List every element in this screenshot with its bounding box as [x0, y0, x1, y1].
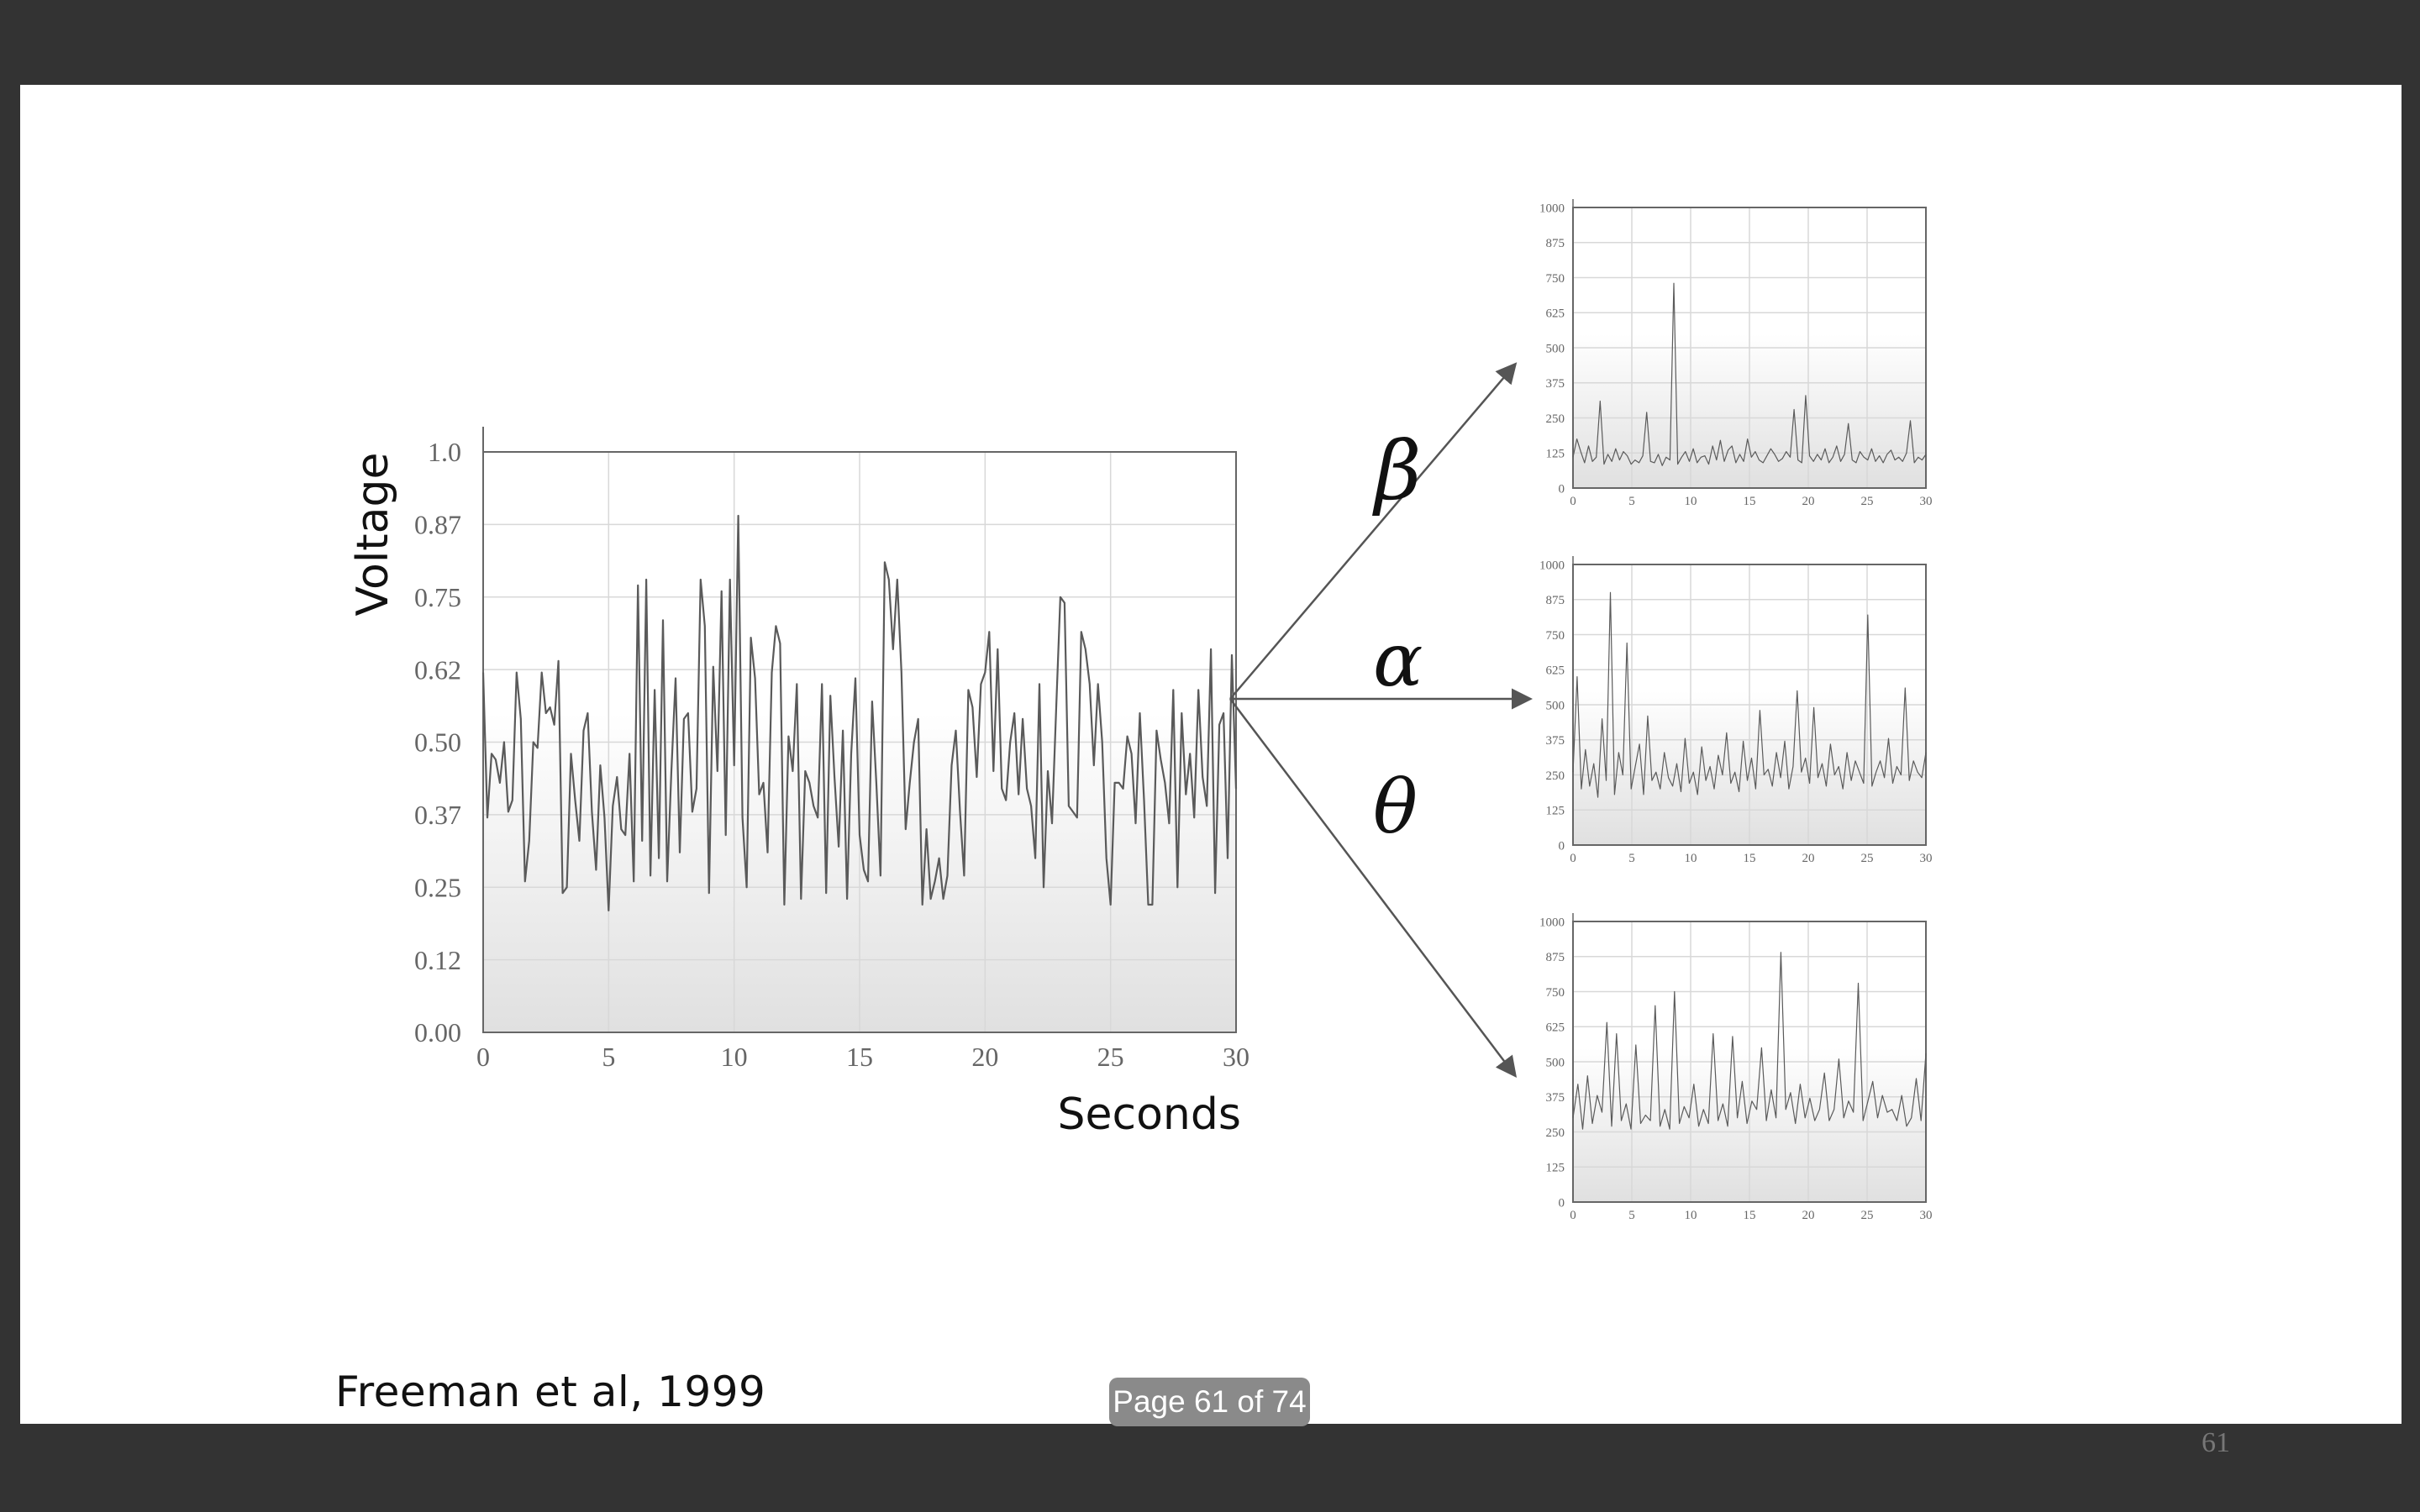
x-tick-label: 10 [1685, 852, 1697, 865]
alpha-power-chart: 0 125 250 375 500 625 750 875 1000 0 5 10 15 20 25 30 [1539, 556, 1933, 865]
beta-label: β [1372, 424, 1422, 518]
x-tick-label: 25 [1861, 495, 1874, 508]
y-tick-label: 125 [1546, 1162, 1565, 1175]
x-tick-label: 25 [1861, 1209, 1874, 1222]
y-tick-label: 250 [1546, 412, 1565, 426]
x-axis-title: Seconds [1058, 1089, 1241, 1140]
y-tick-label: 500 [1546, 699, 1565, 712]
x-tick-label: 10 [1685, 1209, 1697, 1222]
theta-label: θ [1373, 764, 1418, 850]
voltage-chart: 0.00 0.12 0.25 0.37 0.50 0.62 0.75 0.87 1.0 0 5 10 1… [348, 427, 1249, 1140]
x-tick-label: 10 [1685, 495, 1697, 508]
y-tick-label: 250 [1546, 1126, 1565, 1140]
y-tick-label: 625 [1546, 1021, 1565, 1035]
y-tick-label: 0.12 [414, 945, 461, 975]
y-tick-label: 875 [1546, 237, 1565, 250]
y-tick-label: 500 [1546, 342, 1565, 355]
series-line [1572, 591, 1927, 798]
beta-power-chart: 0 125 250 375 500 625 750 875 1000 0 5 10 15 20 25 30 [1539, 199, 1933, 508]
x-tick-label: 5 [1628, 852, 1635, 865]
y-axis-title: Voltage [348, 452, 398, 616]
y-tick-label: 1000 [1539, 202, 1565, 215]
theta-power-chart: 0 125 250 375 500 625 750 875 1000 0 5 10 15 20 25 30 [1539, 913, 1933, 1222]
y-tick-label: 875 [1546, 594, 1565, 607]
y-tick-label: 875 [1546, 951, 1565, 964]
y-tick-label: 0.50 [414, 727, 461, 758]
x-tick-label: 25 [1097, 1042, 1124, 1072]
y-tick-label: 375 [1546, 1091, 1565, 1105]
y-tick-label: 750 [1546, 272, 1565, 286]
y-tick-label: 625 [1546, 307, 1565, 321]
x-tick-label: 0 [1570, 852, 1576, 865]
y-tick-label: 1.0 [428, 437, 461, 467]
alpha-label: α [1373, 617, 1423, 703]
beta-arrow [1229, 362, 1518, 700]
series-line [1572, 282, 1927, 466]
series-line [481, 514, 1238, 912]
y-tick-label: 1000 [1539, 916, 1565, 929]
y-tick-label: 125 [1546, 805, 1565, 818]
y-tick-label: 250 [1546, 769, 1565, 783]
x-tick-label: 5 [1628, 495, 1635, 508]
y-tick-label: 375 [1546, 734, 1565, 748]
y-tick-label: 625 [1546, 664, 1565, 678]
x-tick-label: 30 [1920, 495, 1933, 508]
slide-page-number: 61 [2202, 1427, 2230, 1458]
x-tick-label: 25 [1861, 852, 1874, 865]
slide: 0.00 0.12 0.25 0.37 0.50 0.62 0.75 0.87 1.0 0 5 10 1… [20, 85, 2402, 1458]
y-tick-label: 125 [1546, 448, 1565, 461]
x-tick-label: 15 [1744, 495, 1756, 508]
y-tick-label: 750 [1546, 986, 1565, 1000]
y-tick-label: 0.87 [414, 510, 461, 540]
y-tick-label: 750 [1546, 629, 1565, 643]
y-tick-label: 0 [1559, 1196, 1565, 1210]
page-indicator: Page 61 of 74 [1109, 1378, 1310, 1426]
series-line [1572, 952, 1927, 1130]
y-tick-label: 0.62 [414, 654, 461, 685]
y-tick-label: 0 [1559, 839, 1565, 853]
x-tick-label: 20 [1802, 1209, 1815, 1222]
y-tick-label: 0 [1559, 482, 1565, 496]
x-tick-label: 15 [846, 1042, 873, 1072]
x-tick-label: 30 [1920, 1209, 1933, 1222]
y-tick-label: 1000 [1539, 559, 1565, 572]
x-tick-label: 0 [1570, 1209, 1576, 1222]
theta-arrow [1229, 698, 1518, 1078]
y-tick-label: 0.25 [414, 872, 461, 902]
x-tick-label: 30 [1920, 852, 1933, 865]
x-tick-label: 20 [971, 1042, 998, 1072]
band-arrows [1229, 362, 1533, 1078]
x-tick-label: 0 [1570, 495, 1576, 508]
citation: Freeman et al, 1999 [335, 1368, 766, 1416]
x-tick-label: 0 [476, 1042, 490, 1072]
x-tick-label: 10 [721, 1042, 748, 1072]
slide-figure: 0.00 0.12 0.25 0.37 0.50 0.62 0.75 0.87 1.0 0 5 10 1… [348, 199, 1933, 1222]
y-tick-label: 0.37 [414, 800, 461, 830]
y-tick-label: 0.75 [414, 582, 461, 612]
x-tick-label: 5 [1628, 1209, 1635, 1222]
y-tick-label: 0.00 [414, 1017, 461, 1047]
x-tick-label: 15 [1744, 1209, 1756, 1222]
x-tick-label: 30 [1223, 1042, 1249, 1072]
x-tick-label: 20 [1802, 495, 1815, 508]
y-tick-label: 375 [1546, 377, 1565, 391]
y-tick-label: 500 [1546, 1056, 1565, 1069]
x-tick-label: 20 [1802, 852, 1815, 865]
x-tick-label: 5 [602, 1042, 615, 1072]
x-tick-label: 15 [1744, 852, 1756, 865]
